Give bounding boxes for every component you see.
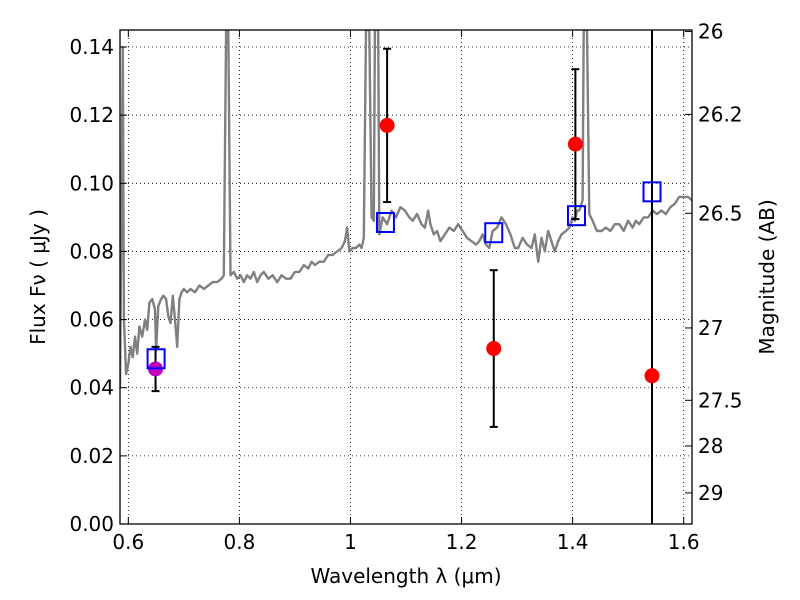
model-band-square: [484, 222, 504, 244]
y-tick-label: 0.12: [69, 103, 114, 127]
x-tick-label: 1.4: [557, 530, 589, 554]
y-tick-label: 0.14: [69, 35, 114, 59]
y-axis-label: Flux Fν ( μJy ): [26, 209, 50, 345]
spectrum-line: [120, 30, 692, 388]
y-tick-label: 0.08: [69, 239, 114, 263]
observed-points: [148, 117, 660, 384]
x-tick-label: 1.6: [668, 530, 700, 554]
model-band-square: [566, 205, 586, 227]
x-tick-labels: 0.6 0.8 1 1.2 1.4 1.6: [112, 530, 699, 554]
errorbar-series: [151, 30, 654, 524]
model-band-square: [375, 211, 395, 233]
magnitude-tick-label: 27.5: [698, 388, 743, 412]
magnitude-tick-labels: 26 26.2 26.5 27 27.5 28 29: [698, 20, 743, 505]
observed-point: [379, 117, 395, 133]
grid: [120, 30, 692, 525]
model-band-square: [146, 348, 166, 370]
magnitude-tick-label: 26.5: [698, 201, 743, 225]
magnitude-tick-label: 29: [698, 481, 723, 505]
x-tick-label: 0.8: [223, 530, 255, 554]
axis-ticks: [120, 30, 692, 525]
right-axis-label: Magnitude (AB): [755, 199, 779, 354]
magnitude-tick-label: 27: [698, 316, 723, 340]
x-tick-label: 1: [344, 530, 357, 554]
x-tick-label: 0.6: [112, 530, 144, 554]
model-band-square: [642, 181, 662, 203]
spectrum-series: [120, 30, 692, 388]
plot-frame: [119, 29, 693, 525]
x-tick-label: 1.2: [446, 530, 478, 554]
magnitude-tick-label: 26: [698, 20, 723, 44]
y-tick-label: 0.02: [69, 444, 114, 468]
y-tick-label: 0.06: [69, 308, 114, 332]
model-band-points: [146, 181, 662, 370]
observed-point: [644, 368, 660, 384]
magnitude-tick-label: 26.2: [698, 102, 743, 126]
y-tick-labels: 0.00 0.02 0.04 0.06 0.08 0.10 0.12 0.14: [69, 35, 114, 536]
observed-point: [567, 136, 583, 152]
y-tick-label: 0.00: [69, 512, 114, 536]
x-axis-label: Wavelength λ (μm): [310, 564, 501, 588]
y-tick-label: 0.04: [69, 376, 114, 400]
magnitude-tick-label: 28: [698, 434, 723, 458]
observed-point: [486, 341, 502, 357]
y-tick-label: 0.10: [69, 171, 114, 195]
